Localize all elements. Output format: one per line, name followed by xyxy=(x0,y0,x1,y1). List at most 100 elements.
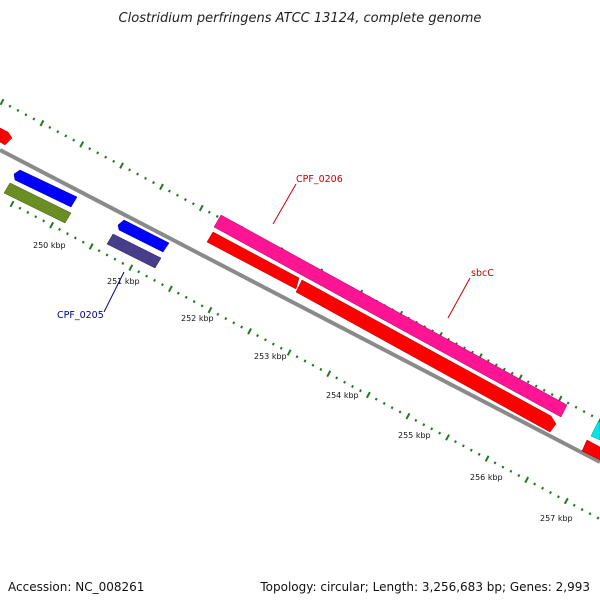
minor-tick xyxy=(335,376,339,380)
major-tick xyxy=(39,119,45,127)
minor-tick xyxy=(566,401,570,405)
minor-tick xyxy=(510,371,514,375)
minor-tick xyxy=(390,406,394,410)
major-tick xyxy=(247,328,252,335)
minor-tick xyxy=(56,130,60,134)
major-tick xyxy=(0,98,5,106)
tick-label: 256 kbp xyxy=(470,473,503,482)
minor-tick xyxy=(343,380,347,384)
minor-tick xyxy=(549,491,552,495)
minor-tick xyxy=(64,134,68,138)
gene-sbcc[interactable] xyxy=(295,279,557,433)
minor-tick xyxy=(556,495,560,499)
callout-cpf-0205 xyxy=(103,271,125,313)
minor-tick xyxy=(534,384,538,388)
major-tick xyxy=(445,434,450,441)
minor-tick xyxy=(42,219,46,223)
minor-tick xyxy=(501,465,505,469)
minor-tick xyxy=(533,482,537,486)
tick-label: 251 kbp xyxy=(107,277,140,286)
callout-cpf-0206 xyxy=(272,183,297,225)
minor-tick xyxy=(550,393,554,397)
gene-olive[interactable] xyxy=(3,182,72,224)
minor-tick xyxy=(398,410,402,414)
minor-tick xyxy=(359,389,362,393)
gene-red-left[interactable] xyxy=(0,127,13,146)
callout-sbcc xyxy=(447,277,471,319)
gene-cyan[interactable] xyxy=(590,421,600,441)
genome-stats-text: Topology: circular; Length: 3,256,683 bp… xyxy=(260,580,590,594)
minor-tick xyxy=(311,363,315,367)
major-tick xyxy=(405,412,411,420)
minor-tick xyxy=(26,210,30,214)
major-tick xyxy=(286,349,292,356)
label-sbcc[interactable]: sbcC xyxy=(471,268,494,279)
minor-tick xyxy=(430,427,434,431)
minor-tick xyxy=(152,181,155,185)
gene-red-right[interactable] xyxy=(581,439,600,461)
minor-tick xyxy=(207,210,211,214)
gene-blue-1[interactable] xyxy=(13,169,78,208)
minor-tick xyxy=(382,401,386,405)
minor-tick xyxy=(24,113,28,117)
minor-tick xyxy=(34,215,38,219)
minor-tick xyxy=(73,236,77,240)
gene-cpf-0206[interactable] xyxy=(213,214,568,418)
major-tick xyxy=(524,476,530,484)
minor-tick xyxy=(96,151,100,155)
minor-tick xyxy=(542,388,546,392)
gene-red-1[interactable] xyxy=(206,231,300,290)
minor-tick xyxy=(121,261,125,265)
minor-tick xyxy=(200,304,204,308)
minor-tick xyxy=(153,278,156,282)
tick-label: 254 kbp xyxy=(326,391,359,400)
tick-label: 257 kbp xyxy=(540,514,573,523)
minor-tick xyxy=(58,227,61,231)
major-tick xyxy=(326,370,332,378)
minor-tick xyxy=(572,503,576,507)
minor-tick xyxy=(81,240,85,244)
minor-tick xyxy=(136,172,139,176)
minor-tick xyxy=(8,104,12,108)
label-cpf-0206[interactable]: CPF_0206 xyxy=(296,174,343,185)
minor-tick xyxy=(295,355,299,359)
minor-tick xyxy=(113,257,117,261)
minor-tick xyxy=(216,312,220,316)
minor-tick xyxy=(232,321,236,325)
scale-labels: 250 kbp 251 kbp 252 kbp 253 kbp 254 kbp … xyxy=(33,241,573,523)
tick-label: 250 kbp xyxy=(33,241,66,250)
minor-tick xyxy=(596,516,600,520)
accession-text: Accession: NC_008261 xyxy=(8,580,145,594)
minor-tick xyxy=(279,346,283,350)
minor-tick xyxy=(184,295,188,299)
minor-tick xyxy=(105,253,109,257)
gene-labels: CPF_0206 sbcC CPF_0205 xyxy=(57,174,494,321)
minor-tick xyxy=(128,168,131,172)
minor-tick xyxy=(183,198,187,202)
minor-tick xyxy=(16,108,20,112)
major-tick xyxy=(49,221,54,229)
major-tick xyxy=(159,183,164,191)
gene-blue-2[interactable] xyxy=(117,219,170,253)
minor-tick xyxy=(88,147,92,151)
minor-tick xyxy=(461,444,465,448)
gene-cpf-0205[interactable] xyxy=(106,233,162,269)
major-tick xyxy=(79,141,85,148)
minor-tick xyxy=(145,274,149,278)
minor-tick xyxy=(526,380,530,384)
minor-tick xyxy=(97,249,101,253)
minor-tick xyxy=(588,512,592,516)
minor-tick xyxy=(191,202,195,206)
minor-tick xyxy=(271,342,275,346)
minor-tick xyxy=(494,363,498,367)
minor-tick xyxy=(224,317,228,321)
minor-tick xyxy=(580,508,584,512)
minor-tick xyxy=(18,206,22,210)
major-tick xyxy=(207,306,213,314)
tick-label: 252 kbp xyxy=(181,314,214,323)
major-tick xyxy=(168,285,173,293)
minor-tick xyxy=(493,461,497,465)
minor-tick xyxy=(574,405,578,409)
label-cpf-0205[interactable]: CPF_0205 xyxy=(57,310,104,321)
